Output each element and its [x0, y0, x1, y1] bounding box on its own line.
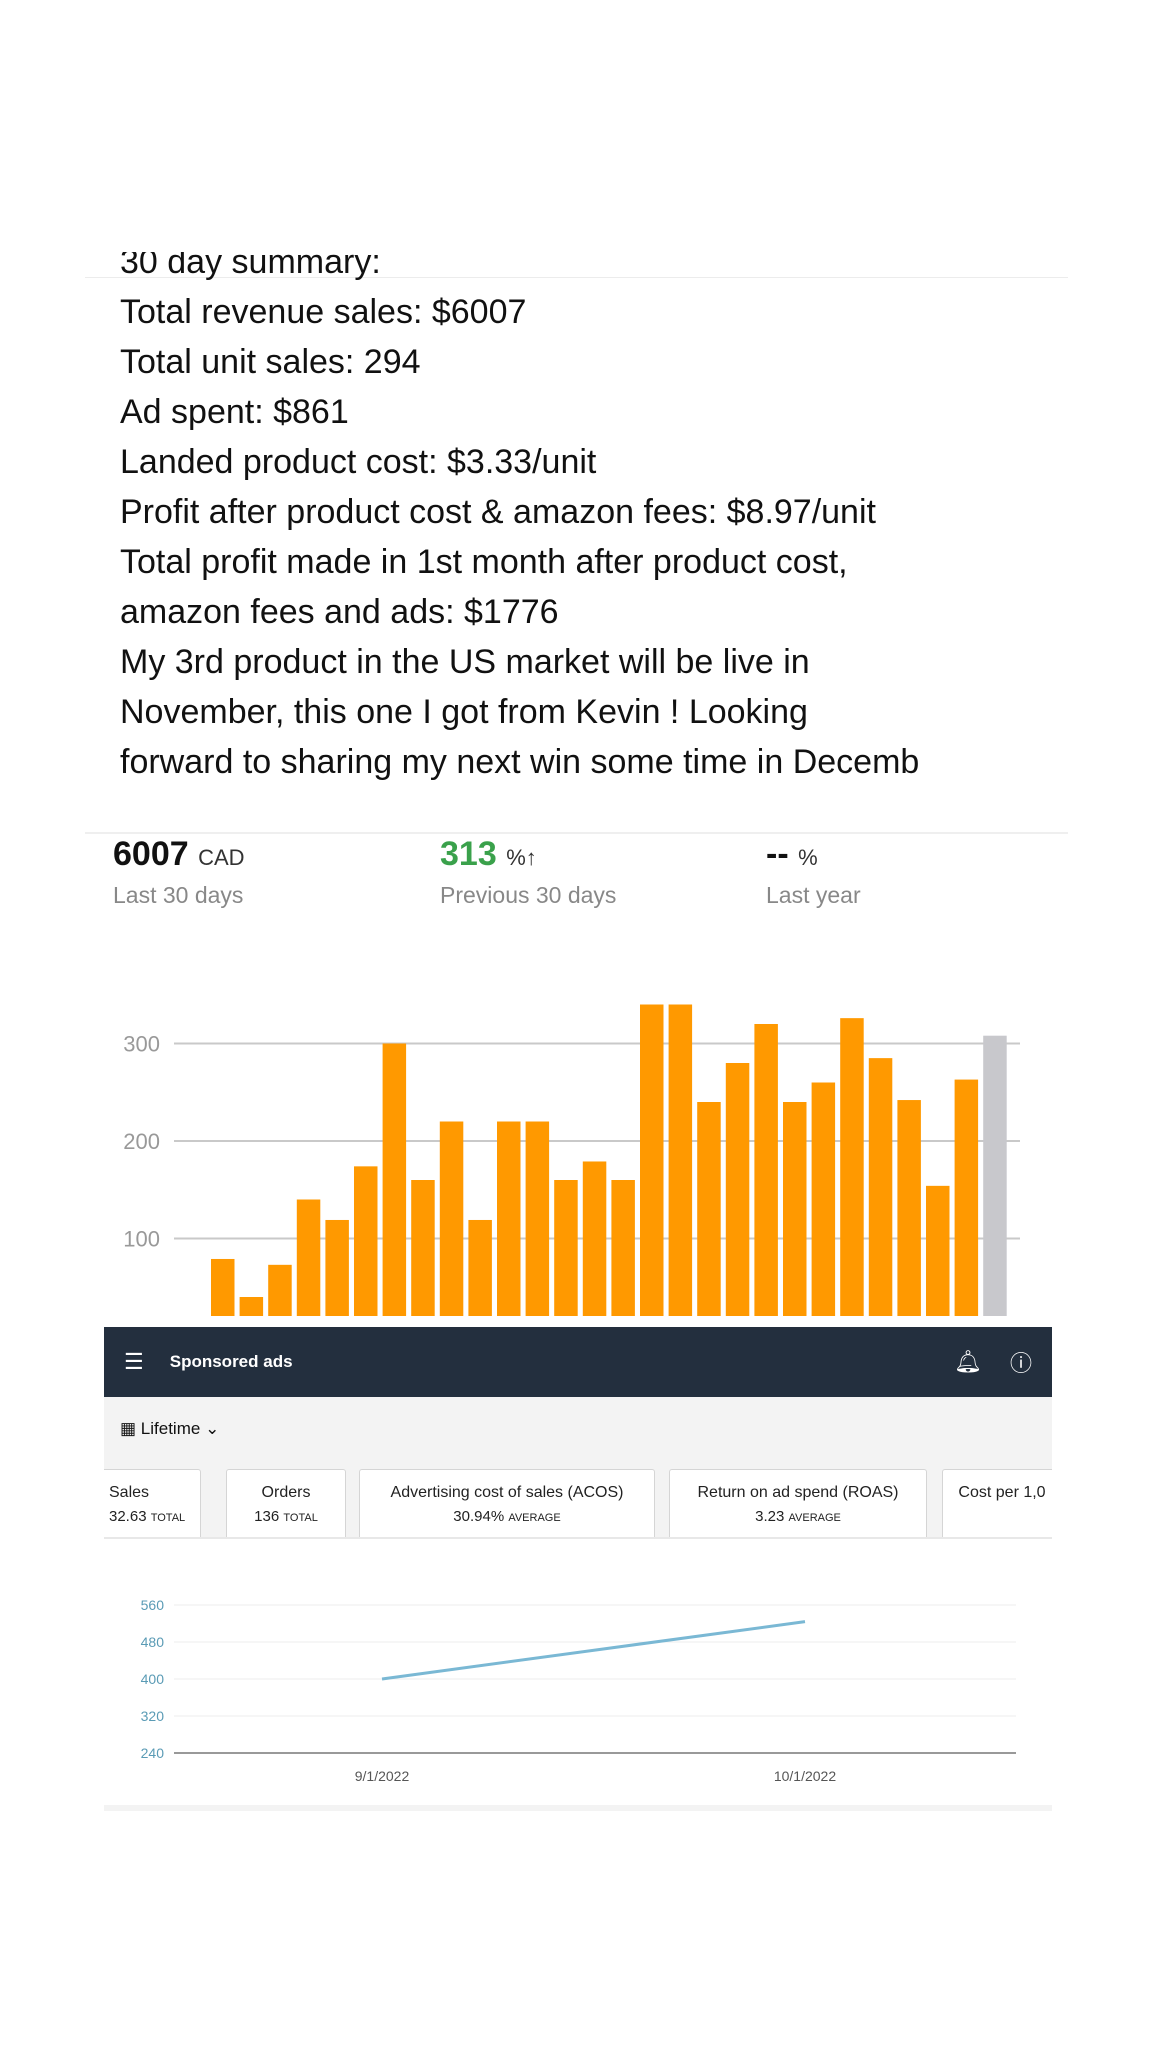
bar [325, 1219, 349, 1316]
post-line: Ad spent: $861 [120, 393, 349, 431]
bell-icon[interactable]: 🔔︎ [954, 1349, 982, 1374]
stat-sales: 6007 CAD Last 30 days [113, 832, 245, 909]
y-tick-label: 200 [123, 1129, 160, 1154]
bar [239, 1297, 264, 1316]
post-line: Landed product cost: $3.33/unit [120, 443, 597, 481]
metric-card[interactable]: Advertising cost of sales (ACOS) 30.94% A… [359, 1469, 655, 1543]
calendar-icon: ▦ [120, 1419, 137, 1438]
metric-card[interactable]: Sales 32.63 TOTAL [104, 1469, 201, 1543]
yoy-unit: % [798, 845, 818, 870]
y-tick-label: 480 [141, 1634, 165, 1650]
bar [439, 1121, 464, 1316]
menu-icon[interactable]: ☰ [124, 1349, 144, 1374]
sales-value: 6007 [113, 835, 189, 873]
bar [640, 1004, 664, 1316]
metric-label: Orders [261, 1484, 311, 1501]
y-tick-label: 100 [123, 1227, 160, 1252]
metric-label: Sales [109, 1484, 150, 1501]
metric-label: Advertising cost of sales (ACOS) [390, 1484, 624, 1501]
sales-bar-chart: 100 200 300 [123, 1004, 1020, 1316]
metric-value: 30.94% AVERAGE [453, 1508, 561, 1525]
change-value: 313 [440, 835, 497, 873]
bar [897, 1100, 921, 1316]
post-line: Profit after product cost & amazon fees:… [120, 493, 876, 531]
date-range-dropdown[interactable]: ▦ Lifetime ⌄ [120, 1419, 219, 1439]
bar [582, 1161, 607, 1316]
stat-yoy: -- % Last year [766, 832, 861, 909]
change-unit: % [506, 845, 526, 870]
ads-line-chart-area: 240 320 400 480 560 9/1/2022 10/1/2022 [104, 1537, 1052, 1805]
post-line: Total revenue sales: $6007 [120, 293, 527, 331]
bar [611, 1180, 635, 1316]
bar [296, 1199, 321, 1316]
metric-label: Return on ad spend (ROAS) [697, 1484, 899, 1501]
current-day-bar [983, 1035, 1007, 1316]
ads-header: ☰ Sponsored ads 🔔︎ ⓘ [104, 1327, 1052, 1397]
date-range-label: Lifetime [140, 1419, 201, 1438]
bar [668, 1004, 693, 1316]
y-tick-label: 400 [141, 1671, 165, 1687]
bar [725, 1063, 750, 1316]
post-line: forward to sharing my next win some time… [120, 743, 920, 781]
post-line: amazon fees and ads: $1776 [120, 593, 559, 631]
ads-title: Sponsored ads [169, 1352, 293, 1371]
metric-card[interactable]: Cost per 1,0 [942, 1469, 1052, 1543]
post-line: My 3rd product in the US market will be … [120, 643, 810, 681]
post-text: 30 day summary: Total revenue sales: $600… [120, 252, 1080, 802]
bar [840, 1018, 864, 1316]
y-tick-label: 240 [141, 1745, 165, 1761]
sales-unit: CAD [198, 845, 245, 870]
help-icon[interactable]: ⓘ [1009, 1351, 1032, 1376]
y-tick-label: 560 [141, 1597, 165, 1613]
metric-value: 3.23 AVERAGE [755, 1508, 841, 1525]
y-tick-label: 300 [123, 1032, 160, 1057]
bar [268, 1264, 292, 1316]
bar [354, 1166, 378, 1316]
bar [382, 1043, 407, 1316]
change-period: Previous 30 days [440, 882, 617, 908]
bar [468, 1219, 492, 1316]
sales-period: Last 30 days [113, 882, 244, 908]
metric-card[interactable]: Return on ad spend (ROAS) 3.23 AVERAGE [669, 1469, 927, 1543]
stat-change: 313 %↑ Previous 30 days [440, 832, 616, 909]
bar [554, 1180, 578, 1316]
x-tick-label: 10/1/2022 [774, 1768, 836, 1784]
y-tick-label: 320 [141, 1708, 165, 1724]
metric-value: 136 TOTAL [254, 1508, 318, 1525]
bar [411, 1180, 435, 1316]
bar [497, 1121, 521, 1316]
post-line: Total profit made in 1st month after pro… [120, 543, 848, 581]
divider [85, 832, 1068, 834]
metric-value: 32.63 TOTAL [109, 1508, 186, 1525]
yoy-period: Last year [766, 882, 861, 908]
sponsored-ads-panel: ☰ Sponsored ads 🔔︎ ⓘ ▦ Lifetime ⌄ Sales 3… [104, 1327, 1052, 1811]
divider [85, 277, 1068, 278]
x-tick-label: 9/1/2022 [355, 1768, 410, 1784]
bar [697, 1102, 721, 1316]
metric-card[interactable]: Orders 136 TOTAL [226, 1469, 346, 1543]
post-line: November, this one I got from Kevin ! Lo… [120, 693, 808, 731]
bar [868, 1058, 893, 1316]
bar [926, 1185, 950, 1316]
ads-line-chart: 240 320 400 480 560 9/1/2022 10/1/2022 [141, 1597, 1016, 1784]
bar [811, 1082, 836, 1316]
bar [211, 1258, 235, 1316]
bar [783, 1102, 807, 1316]
metric-label: Cost per 1,0 [958, 1484, 1046, 1501]
chevron-down-icon: ⌄ [205, 1419, 220, 1438]
yoy-value: -- [766, 835, 789, 873]
post-line: 30 day summary: [120, 252, 381, 281]
bar [754, 1024, 778, 1316]
arrow-up-icon: ↑ [525, 845, 537, 870]
post-line: Total unit sales: 294 [120, 343, 421, 381]
bar [525, 1121, 550, 1316]
series-line [381, 1620, 806, 1681]
bar [954, 1079, 979, 1316]
